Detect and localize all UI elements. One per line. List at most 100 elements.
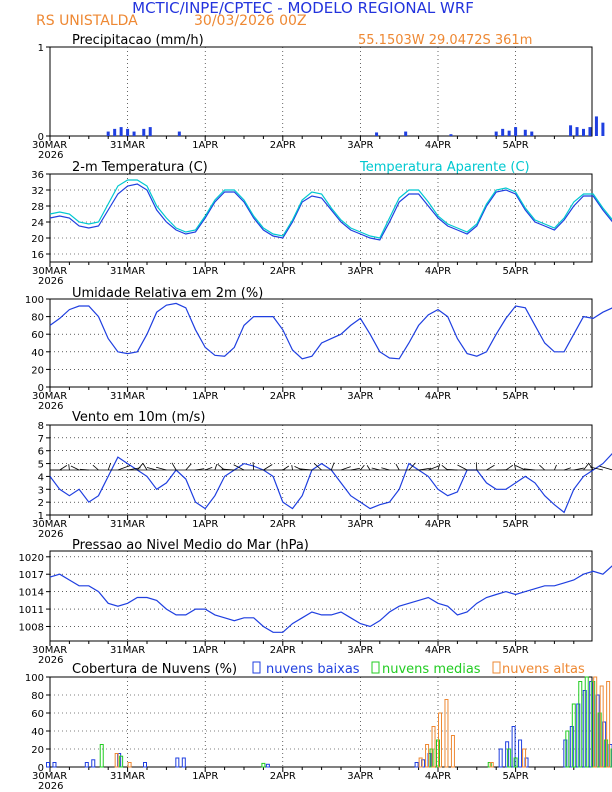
wind-arrow <box>457 464 468 471</box>
temp-year-label: 2026 <box>38 276 63 287</box>
cloud-bar-nuvens-altas <box>599 685 604 768</box>
precip-frame <box>49 46 593 137</box>
cloud-bar-nuvens-altas <box>489 762 494 768</box>
precip-xtick-label: 3APR <box>347 140 373 151</box>
cloud-bar-nuvens-altas <box>593 676 598 768</box>
temp-xtick-label: 3APR <box>347 266 373 277</box>
cloud-bar-nuvens-medias <box>119 755 124 768</box>
wind-arrow <box>395 463 400 471</box>
precip-bar <box>507 130 511 136</box>
temp-xtick-label: 31MAR <box>110 266 145 277</box>
cloud-bar-nuvens-altas <box>127 762 132 768</box>
precip-bar <box>588 127 592 136</box>
temp-ytick-label: 32 <box>31 186 44 197</box>
wind-arrow <box>583 463 589 471</box>
pmsl-ytick-label: 1011 <box>19 605 44 616</box>
rh-xtick-label: 2APR <box>270 391 296 402</box>
wind-arrow <box>185 463 192 471</box>
cloud-bar-nuvens-baixas <box>524 757 529 768</box>
temp-ytick-label: 36 <box>31 170 44 181</box>
wind-arrow <box>117 465 131 471</box>
wind-arrow <box>70 465 80 471</box>
pmsl-title: Pressao ao Nivel Medio do Mar (hPa) <box>72 538 309 553</box>
wind-arrow <box>291 465 293 471</box>
header-coords: 55.1503W 29.0472S 361m <box>358 33 532 48</box>
wind-arrow <box>588 462 594 471</box>
clouds-year-label: 2026 <box>38 781 63 792</box>
precip-bar <box>142 128 146 136</box>
wind-arrow <box>366 465 371 471</box>
precip-bar <box>594 116 598 136</box>
precip-bar <box>601 122 605 136</box>
wind-arrow <box>539 464 545 471</box>
wind-arrow <box>554 464 557 471</box>
rh-ytick-label: 40 <box>31 348 44 359</box>
cloud-bar-nuvens-medias <box>261 762 266 768</box>
rh-ytick-label: 0 <box>38 383 44 394</box>
precip-xtick-label: 4APR <box>425 140 451 151</box>
precip-bar <box>177 131 181 136</box>
cloud-bar-nuvens-baixas <box>181 757 186 768</box>
wind-ytick-label: 4 <box>38 472 44 483</box>
cloud-legend-low: nuvens baixas <box>266 662 360 677</box>
wind-ytick-label: 5 <box>38 460 44 471</box>
precip-bar <box>126 128 130 136</box>
wind-ytick-label: 6 <box>38 447 44 458</box>
precip-bar <box>132 131 136 136</box>
precip-ytick-label: 0 <box>38 132 44 143</box>
rh-ytick-label: 100 <box>25 295 44 306</box>
cloud-bar-nuvens-medias <box>507 748 512 768</box>
rh-ytick-label: 20 <box>31 365 44 376</box>
pmsl-line-PNMM <box>49 565 612 633</box>
cloud-bar-nuvens-baixas <box>518 739 523 768</box>
wind-year-label: 2026 <box>38 529 63 540</box>
temp-ytick-label: 20 <box>31 234 44 245</box>
wind-arrow <box>142 463 148 471</box>
temp-line-Temperatura-Aparente <box>49 179 612 239</box>
precip-bar <box>449 134 453 136</box>
precip-bar <box>514 127 518 136</box>
wind-arrow <box>486 464 495 471</box>
pmsl-xtick-label: 3APR <box>347 645 373 656</box>
wind-ytick-label: 1 <box>38 511 44 522</box>
wind-xtick-label: 3APR <box>347 519 373 530</box>
wind-arrow <box>599 465 612 471</box>
precip-bar <box>582 128 585 136</box>
pmsl-xtick-label: 31MAR <box>110 645 145 656</box>
cloud-bar-nuvens-altas <box>418 757 423 768</box>
clouds-xtick-label: 30MAR <box>32 771 67 782</box>
wind-line-Vento <box>49 453 612 514</box>
clouds-ytick-label: 20 <box>31 745 44 756</box>
precip-bar <box>113 128 117 136</box>
rh-year-label: 2026 <box>38 401 63 412</box>
clouds-xtick-label: 1APR <box>192 771 218 782</box>
wind-arrow <box>233 464 245 471</box>
pmsl-xtick-label: 4APR <box>425 645 451 656</box>
precip-xtick-label: 1APR <box>192 140 218 151</box>
wind-arrow <box>360 464 365 471</box>
precip-bar <box>494 131 498 136</box>
rh-xtick-label: 31MAR <box>110 391 145 402</box>
wind-arrow <box>156 466 167 471</box>
clouds-xtick-label: 5APR <box>503 771 529 782</box>
wind-arrow <box>441 465 448 471</box>
cloud-bar-nuvens-baixas <box>498 748 503 768</box>
wind-xtick-label: 30MAR <box>32 519 67 530</box>
precip-bar <box>501 128 505 136</box>
pmsl-frame <box>49 550 593 642</box>
temp-frame <box>49 173 593 263</box>
wind-ytick-label: 3 <box>38 485 44 496</box>
pmsl-xtick-label: 30MAR <box>32 645 67 656</box>
cloud-legend-mid: nuvens medias <box>382 662 481 677</box>
precip-bar <box>569 125 573 136</box>
temp-title: 2-m Temperatura (C) <box>72 160 208 175</box>
wind-arrow <box>107 462 112 471</box>
temp-ytick-label: 16 <box>31 250 44 261</box>
wind-arrow <box>590 466 603 471</box>
wind-arrow <box>505 464 514 471</box>
clouds-xtick-label: 31MAR <box>110 771 145 782</box>
cloud-bar-nuvens-altas <box>438 712 442 768</box>
wind-ytick-label: 8 <box>38 421 44 432</box>
precip-xtick-label: 5APR <box>503 140 529 151</box>
precip-xtick-label: 31MAR <box>110 140 145 151</box>
